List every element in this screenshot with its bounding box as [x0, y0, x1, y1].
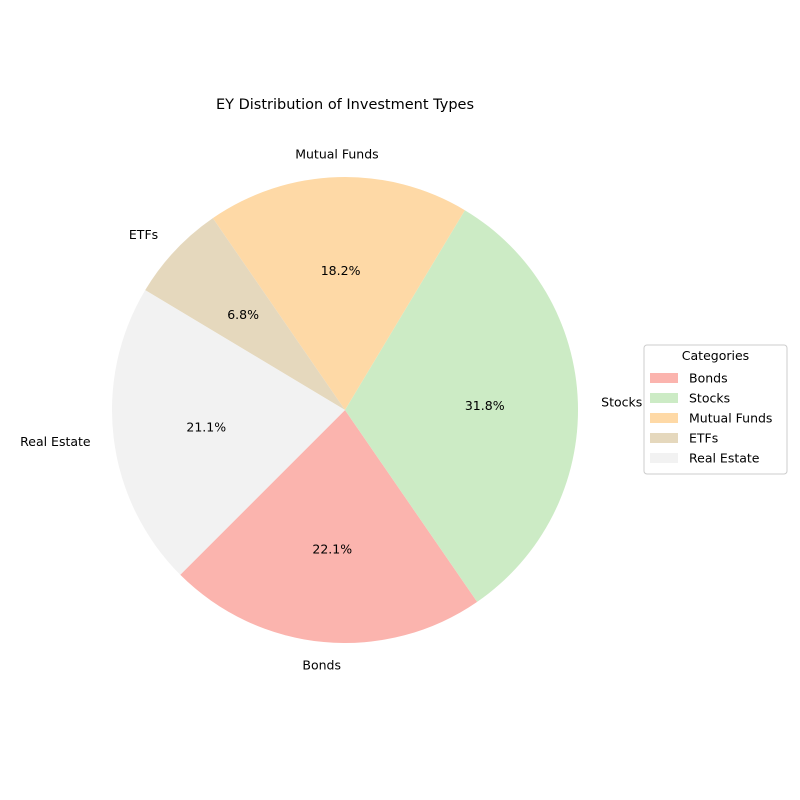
- pie-percent-label-mutual-funds: 18.2%: [321, 263, 361, 278]
- pie-category-label-bonds: Bonds: [302, 658, 341, 673]
- chart-title: EY Distribution of Investment Types: [216, 97, 474, 113]
- pie-percent-label-real-estate: 21.1%: [186, 420, 226, 435]
- legend-label-etfs: ETFs: [689, 431, 718, 446]
- legend-label-real-estate: Real Estate: [689, 451, 760, 466]
- legend-swatch-stocks: [650, 393, 678, 403]
- legend-frame: [643, 344, 788, 475]
- pie-labels: 22.1% Bonds 31.8% Stocks 18.2% Mutual Funds 6.…: [20, 146, 642, 672]
- legend-label-mutual-funds: Mutual Funds: [689, 411, 772, 426]
- legend-label-bonds: Bonds: [689, 371, 728, 386]
- pie-slices: [112, 177, 578, 644]
- pie-percent-label-bonds: 22.1%: [312, 542, 352, 557]
- legend-swatch-real-estate: [650, 453, 678, 463]
- pie-category-label-stocks: Stocks: [601, 394, 642, 409]
- pie-category-label-real-estate: Real Estate: [20, 434, 91, 449]
- pie-category-label-etfs: ETFs: [129, 227, 158, 242]
- pie-slice-stocks: [345, 210, 578, 602]
- legend-label-stocks: Stocks: [689, 391, 730, 406]
- legend-swatch-bonds: [650, 373, 678, 383]
- pie-category-label-mutual-funds: Mutual Funds: [295, 146, 378, 161]
- pie-slice-mutual-funds: [212, 177, 465, 410]
- pie-slice-etfs: [145, 218, 345, 410]
- legend: Categories Bonds Stocks Mutual Funds ETFs Re…: [643, 344, 788, 475]
- legend-title: Categories: [682, 348, 749, 363]
- pie-percent-label-etfs: 6.8%: [227, 307, 259, 322]
- legend-swatch-mutual-funds: [650, 413, 678, 423]
- legend-items: Bonds Stocks Mutual Funds ETFs Real Estate: [650, 371, 772, 466]
- pie-slice-bonds: [180, 410, 478, 644]
- pie-percent-label-stocks: 31.8%: [465, 398, 505, 413]
- pie-slice-real-estate: [112, 290, 345, 575]
- legend-swatch-etfs: [650, 433, 678, 443]
